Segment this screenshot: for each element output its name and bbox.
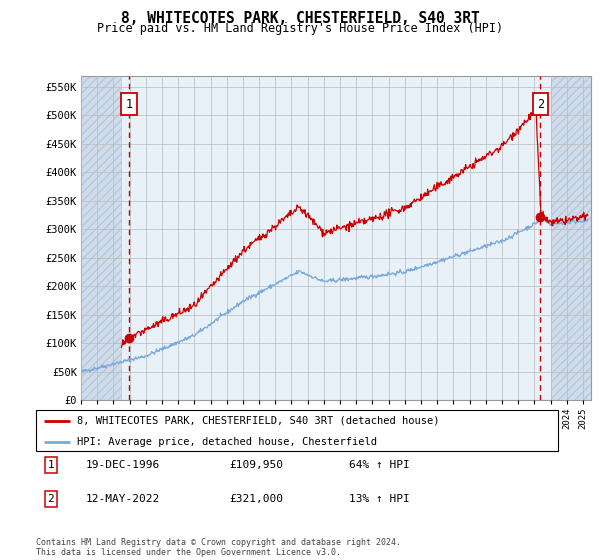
Text: HPI: Average price, detached house, Chesterfield: HPI: Average price, detached house, Ches… — [77, 437, 377, 447]
Text: 1: 1 — [125, 97, 133, 110]
Text: 8, WHITECOTES PARK, CHESTERFIELD, S40 3RT: 8, WHITECOTES PARK, CHESTERFIELD, S40 3R… — [121, 11, 479, 26]
Text: 12-MAY-2022: 12-MAY-2022 — [86, 494, 160, 504]
Text: 1: 1 — [47, 460, 54, 470]
Text: 13% ↑ HPI: 13% ↑ HPI — [349, 494, 410, 504]
Text: 19-DEC-1996: 19-DEC-1996 — [86, 460, 160, 470]
Text: £109,950: £109,950 — [229, 460, 283, 470]
Text: Contains HM Land Registry data © Crown copyright and database right 2024.
This d: Contains HM Land Registry data © Crown c… — [36, 538, 401, 557]
FancyBboxPatch shape — [36, 410, 558, 451]
Text: 64% ↑ HPI: 64% ↑ HPI — [349, 460, 410, 470]
Text: £321,000: £321,000 — [229, 494, 283, 504]
Text: Price paid vs. HM Land Registry's House Price Index (HPI): Price paid vs. HM Land Registry's House … — [97, 22, 503, 35]
Text: 2: 2 — [47, 494, 54, 504]
Text: 8, WHITECOTES PARK, CHESTERFIELD, S40 3RT (detached house): 8, WHITECOTES PARK, CHESTERFIELD, S40 3R… — [77, 416, 439, 426]
Text: 2: 2 — [537, 97, 544, 110]
